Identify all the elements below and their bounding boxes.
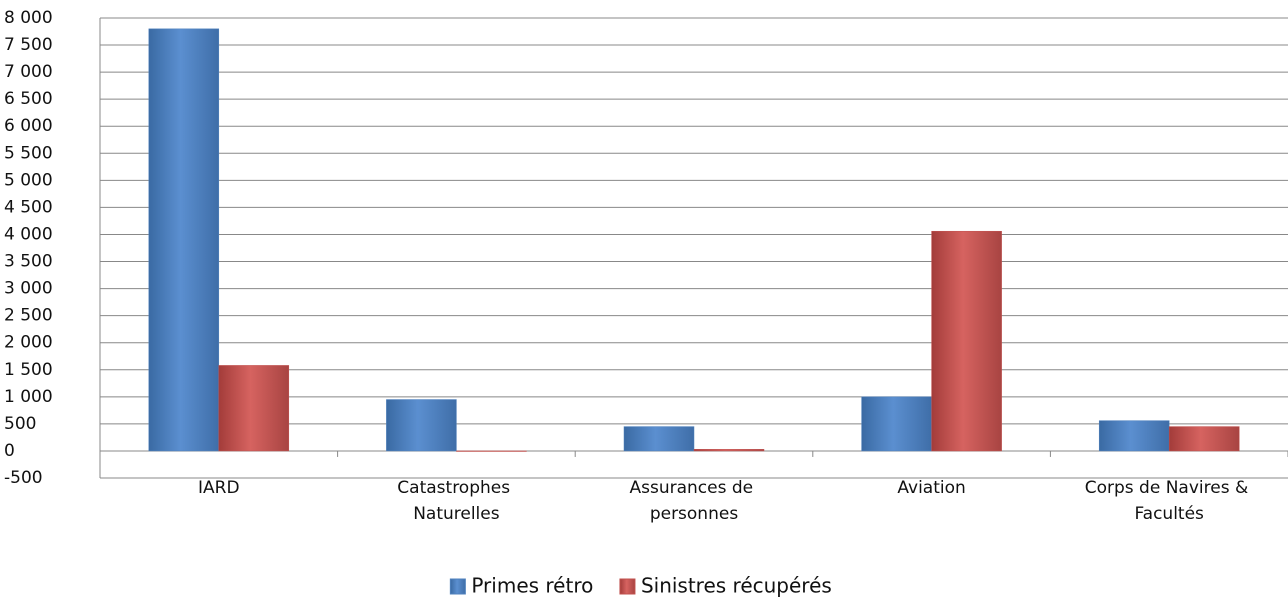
bar bbox=[456, 450, 527, 452]
legend-swatch bbox=[449, 578, 466, 595]
x-tick-label: Catastrophes Naturelles bbox=[397, 478, 515, 524]
bar bbox=[1098, 420, 1170, 452]
bar bbox=[148, 28, 220, 452]
bar bbox=[693, 449, 765, 452]
y-tick-label: 6 500 bbox=[4, 89, 53, 109]
y-tick-label: 8 000 bbox=[4, 8, 53, 28]
y-tick-label: 3 500 bbox=[4, 252, 53, 272]
y-tick-label: 500 bbox=[4, 414, 36, 434]
y-tick-label: 4 000 bbox=[4, 224, 53, 244]
bar bbox=[386, 399, 457, 452]
x-tick-label: IARD bbox=[198, 478, 240, 498]
y-tick-label: 2 000 bbox=[4, 333, 53, 353]
y-tick-label: 7 000 bbox=[4, 62, 53, 82]
y-tick-label: 2 500 bbox=[4, 306, 53, 326]
y-tick-label: 1 500 bbox=[4, 360, 53, 380]
legend-label: Sinistres récupérés bbox=[641, 574, 832, 598]
legend-label: Primes rétro bbox=[471, 574, 593, 598]
y-tick-label: 6 000 bbox=[4, 116, 53, 136]
y-tick-label: 4 500 bbox=[4, 197, 53, 217]
x-tick-label: Corps de Navires & Facultés bbox=[1085, 478, 1254, 524]
x-tick-label: Assurances de personnes bbox=[629, 478, 758, 524]
y-tick-label: 1 000 bbox=[4, 387, 53, 407]
bar bbox=[623, 426, 695, 452]
bar bbox=[218, 365, 290, 452]
bar bbox=[1168, 426, 1240, 452]
x-tick-label: Aviation bbox=[897, 478, 965, 498]
y-tick-label: 0 bbox=[4, 441, 15, 461]
y-tick-label: 5 500 bbox=[4, 143, 53, 163]
y-tick-label: -500 bbox=[4, 468, 43, 488]
y-tick-label: 7 500 bbox=[4, 35, 53, 55]
bar bbox=[931, 230, 1002, 452]
y-tick-label: 3 000 bbox=[4, 279, 53, 299]
legend-swatch bbox=[619, 578, 636, 595]
y-tick-label: 5 000 bbox=[4, 170, 53, 190]
bar bbox=[861, 396, 932, 452]
